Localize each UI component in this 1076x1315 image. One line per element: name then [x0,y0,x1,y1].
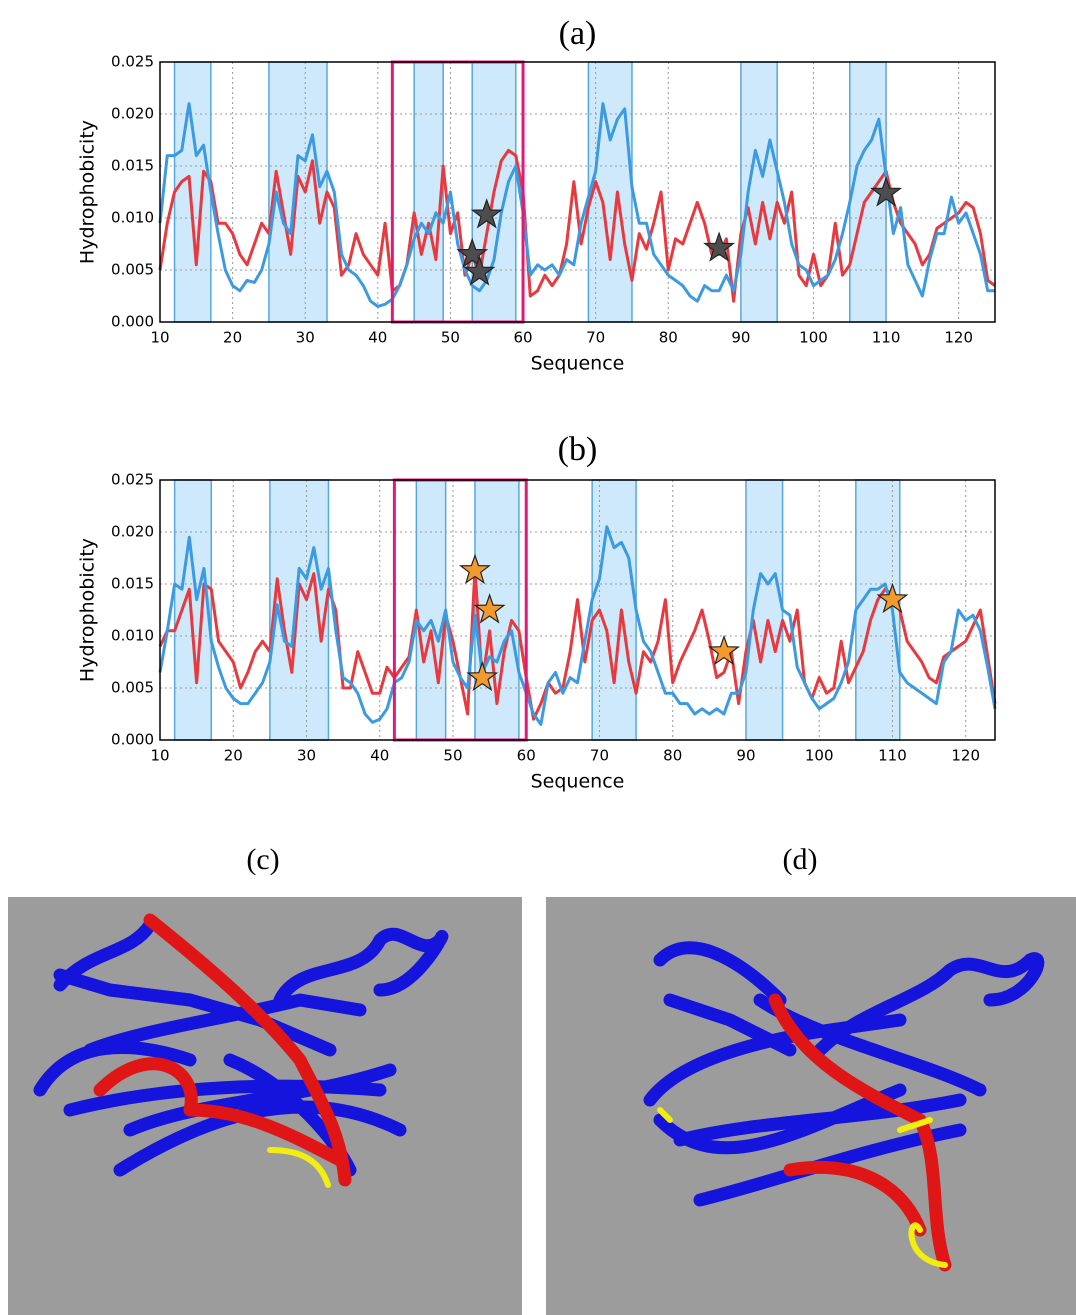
x-tick-label: 50 [443,747,462,765]
x-tick-label: 70 [586,329,605,347]
plot-frame [159,479,996,741]
shaded-span [413,61,444,323]
y-tick-label: 0.015 [111,157,154,175]
y-tick-label: 0.015 [111,575,154,593]
x-tick-label: 90 [731,329,750,347]
ribbon-yellow [267,1147,331,1188]
y-tick-label: 0.005 [111,261,154,279]
chart-title: (a) [559,15,597,52]
star-marker [463,255,496,286]
ribbon-red [93,913,352,1187]
y-tick-label: 0.000 [111,731,154,749]
star-marker [458,553,491,585]
panel-label: (c) [246,843,279,876]
shaded-span [173,479,213,741]
shaded-span [740,61,778,323]
x-tick-label: 20 [224,747,243,765]
y-tick-label: 0.005 [111,679,154,697]
panel-label: (d) [783,843,818,876]
shaded-span [745,479,784,741]
x-tick-label: 70 [590,747,609,765]
x-tick-label: 100 [799,329,828,347]
x-tick-label: 90 [736,747,755,765]
x-tick-label: 80 [663,747,682,765]
y-axis-label: Hydrophobicity [77,538,99,682]
x-tick-label: 50 [441,329,460,347]
chart: (a) 0.000 0.005 0.010 0.015 0.020 0.025 10 20 30 4… [77,15,996,375]
star-marker [470,198,503,229]
x-tick-label: 10 [150,329,169,347]
data-line [158,102,995,308]
x-tick-label: 110 [878,747,907,765]
ribbon-blue [33,918,449,1177]
x-tick-label: 30 [296,329,315,347]
y-tick-label: 0.025 [111,53,154,71]
x-tick-label: 10 [150,747,169,765]
plot-frame [159,61,996,323]
y-tick-label: 0.000 [111,313,154,331]
x-tick-label: 60 [513,329,532,347]
shaded-span [173,61,212,323]
shaded-span [587,61,633,323]
x-tick-label: 40 [368,329,387,347]
protein-structure-c [8,897,522,1315]
x-axis-label: Sequence [531,771,625,793]
shaded-span [415,479,447,741]
star-marker [870,176,903,207]
x-axis-label: Sequence [531,353,625,375]
x-tick-label: 40 [370,747,389,765]
y-tick-label: 0.020 [111,105,154,123]
image-background [546,897,1076,1315]
chart-title: (b) [558,431,598,468]
y-tick-label: 0.010 [111,627,154,645]
data-line [158,148,996,303]
y-axis-label: Hydrophobicity [77,120,99,264]
x-tick-label: 30 [297,747,316,765]
data-line [158,525,997,726]
ribbon-red [768,993,952,1272]
y-tick-label: 0.020 [111,523,154,541]
star-marker [466,660,499,692]
chart: (b) 0.000 0.005 0.010 0.015 0.020 0.025 10 20 30 4… [77,431,997,793]
protein-structure-d [546,897,1076,1315]
x-tick-label: 80 [659,329,678,347]
star-marker [473,593,506,624]
y-tick-label: 0.010 [111,209,154,227]
y-tick-label: 0.025 [111,471,154,489]
x-tick-label: 120 [951,747,980,765]
x-tick-label: 120 [944,329,973,347]
x-tick-label: 100 [805,747,834,765]
x-tick-label: 110 [872,329,901,347]
star-marker [876,582,909,614]
star-marker [703,231,736,262]
x-tick-label: 60 [517,747,536,765]
star-marker [707,634,741,666]
x-tick-label: 20 [223,329,242,347]
ribbon-yellow [657,1107,948,1268]
star-marker [456,237,489,268]
